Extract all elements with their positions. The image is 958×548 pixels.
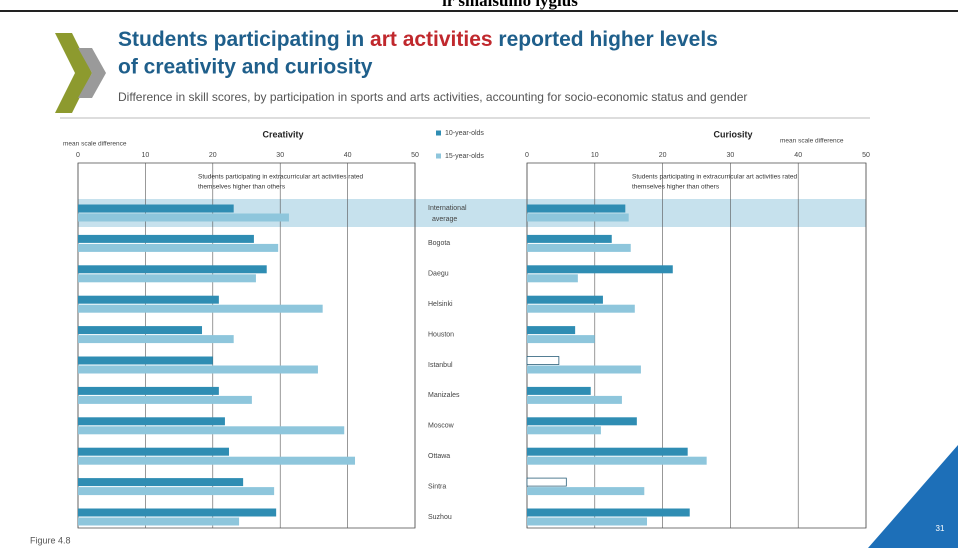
bar xyxy=(527,243,631,252)
bar xyxy=(78,243,279,252)
category-label: Helsinki xyxy=(428,301,453,308)
bar xyxy=(527,426,601,435)
plot-frame xyxy=(526,162,867,529)
x-tick-label: 0 xyxy=(525,152,529,159)
bar xyxy=(526,477,567,487)
x-tick-label: 50 xyxy=(862,152,870,159)
figure-label: Figure 4.8 xyxy=(30,535,71,545)
legend-label: 10-year-olds xyxy=(445,130,484,137)
bar xyxy=(78,395,252,404)
category-label: Ottawa xyxy=(428,453,450,460)
bar xyxy=(527,386,591,395)
bar xyxy=(527,456,707,465)
bar xyxy=(527,274,578,283)
x-tick-label: 40 xyxy=(344,152,352,159)
title-part: reported higher levels xyxy=(493,28,718,51)
bar xyxy=(527,213,629,222)
bar xyxy=(526,356,560,365)
annotation: themselves higher than others xyxy=(632,184,720,191)
bar xyxy=(527,417,637,426)
bar xyxy=(527,365,641,374)
annotation: Students participating in extracurricula… xyxy=(632,174,797,181)
page-top-text: ir smalsumo lygius xyxy=(442,0,578,10)
bar xyxy=(527,204,626,213)
bar xyxy=(78,265,267,274)
highlight-band xyxy=(78,199,866,227)
category-label: Moscow xyxy=(428,423,455,430)
bar xyxy=(78,517,240,526)
bar xyxy=(527,304,635,313)
annotation: themselves higher than others xyxy=(198,184,286,191)
category-label-line: International xyxy=(428,205,467,212)
bar xyxy=(527,395,622,404)
bar xyxy=(527,295,603,304)
bar xyxy=(78,478,244,487)
bar xyxy=(78,213,289,222)
bar xyxy=(527,517,648,526)
plot-frame xyxy=(77,162,416,529)
bar xyxy=(527,234,612,243)
page-number: 31 xyxy=(936,524,945,533)
bar xyxy=(527,447,688,456)
legend-label: 15-year-olds xyxy=(445,153,484,160)
bar xyxy=(527,265,673,274)
corner-triangle xyxy=(868,445,958,548)
logo-chevron xyxy=(55,33,92,113)
bar xyxy=(78,508,277,517)
bar xyxy=(78,426,345,435)
x-tick-label: 20 xyxy=(209,152,217,159)
x-tick-label: 10 xyxy=(591,152,599,159)
x-tick-label: 10 xyxy=(142,152,150,159)
title-part: Students participating in xyxy=(118,28,370,51)
bar xyxy=(78,234,254,243)
bar xyxy=(527,508,690,517)
slide-title: of creativity and curiosity xyxy=(118,56,373,79)
panel-title: Curiosity xyxy=(713,129,752,139)
x-tick-label: 30 xyxy=(276,152,284,159)
x-tick-label: 40 xyxy=(794,152,802,159)
axis-label: mean scale difference xyxy=(780,138,844,145)
bar xyxy=(78,304,323,313)
legend-swatch xyxy=(436,130,441,136)
bar xyxy=(78,447,229,456)
bar xyxy=(78,295,219,304)
category-label: Istanbul xyxy=(428,362,453,369)
bar xyxy=(78,365,318,374)
subtitle: Difference in skill scores, by participa… xyxy=(118,90,747,104)
x-tick-label: 20 xyxy=(659,152,667,159)
bar xyxy=(78,356,213,365)
category-label: Manizales xyxy=(428,392,460,399)
category-label-line: average xyxy=(432,216,457,223)
bar xyxy=(78,335,234,344)
bar xyxy=(527,487,645,496)
category-label: International average xyxy=(428,205,467,223)
bar xyxy=(78,326,203,335)
title-part: art activities xyxy=(370,28,493,51)
axis-label: mean scale difference xyxy=(63,141,127,148)
category-label: Sintra xyxy=(428,483,446,490)
logo-chevron xyxy=(78,48,106,98)
bar xyxy=(527,326,576,335)
bar xyxy=(78,386,219,395)
x-tick-label: 50 xyxy=(411,152,419,159)
bar xyxy=(527,335,595,344)
category-label: Daegu xyxy=(428,271,449,278)
bar xyxy=(78,417,225,426)
slide-title: Students participating in art activities… xyxy=(118,28,718,51)
x-tick-label: 0 xyxy=(76,152,80,159)
bar xyxy=(78,274,256,283)
annotation: Students participating in extracurricula… xyxy=(198,174,363,181)
category-label: Bogota xyxy=(428,240,450,247)
category-label: Houston xyxy=(428,331,454,338)
bar xyxy=(78,487,275,496)
category-label: Suzhou xyxy=(428,514,452,521)
bar xyxy=(78,204,234,213)
bar xyxy=(78,456,356,465)
x-tick-label: 30 xyxy=(727,152,735,159)
legend-swatch xyxy=(436,153,441,159)
panel-title: Creativity xyxy=(262,129,303,139)
